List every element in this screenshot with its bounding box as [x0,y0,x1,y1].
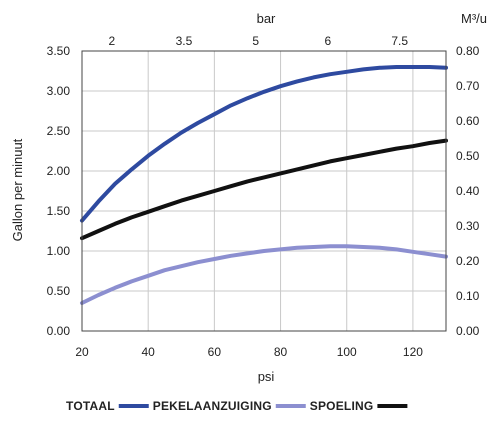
x-tick-label: 100 [337,345,357,359]
y-right-tick-label: 0.10 [456,289,480,303]
top-axis-title: bar [257,11,276,26]
legend-label: PEKELAANZUIGING [153,399,272,413]
x-tick-label: 60 [208,345,222,359]
x-tick-label: 40 [142,345,156,359]
series-line-spoeling [80,138,448,241]
series-line-pekelaanzuiging [80,244,448,305]
plot-area-frame [81,50,447,332]
top-tick-label: 3.5 [176,34,193,48]
y-tick-label: 1.00 [47,244,71,258]
y-tick-label: 0.50 [47,284,71,298]
y-tick-label: 1.50 [47,204,71,218]
top-tick-label: 6 [325,34,332,48]
y-right-tick-label: 0.50 [456,149,480,163]
y-tick-label: 3.00 [47,84,71,98]
y-tick-label: 0.00 [47,324,71,338]
y-tick-label: 3.50 [47,44,71,58]
y-right-tick-label: 0.60 [456,114,480,128]
y-right-tick-label: 0.40 [456,184,480,198]
legend-label: SPOELING [310,399,374,413]
x-tick-label: 80 [274,345,288,359]
legend-label: TOTAAL [66,399,115,413]
top-tick-label: 5 [252,34,259,48]
x-tick-label: 120 [403,345,423,359]
y-tick-label: 2.50 [47,124,71,138]
y-right-tick-label: 0.00 [456,324,480,338]
y-right-tick-label: 0.70 [456,79,480,93]
y-right-tick-label: 0.20 [456,254,480,268]
legend: TOTAAL PEKELAANZUIGING SPOELING [66,399,408,413]
tick-labels: 20 40 60 80 100 120 0.00 0.50 1.00 1.50 2.00 2.50 3.… [47,34,480,359]
x-axis-title: psi [258,369,275,384]
series-lines [80,65,448,305]
top-tick-label: 7.5 [391,34,408,48]
series-line-totaal [80,65,448,223]
y-axis-title: Gallon per minuut [10,138,25,241]
y-right-tick-label: 0.30 [456,219,480,233]
top-tick-label: 2 [108,34,115,48]
y-right-tick-label: 0.80 [456,44,480,58]
right-axis-title: M³/u [461,11,487,26]
y-tick-label: 2.00 [47,164,71,178]
x-tick-label: 20 [75,345,89,359]
